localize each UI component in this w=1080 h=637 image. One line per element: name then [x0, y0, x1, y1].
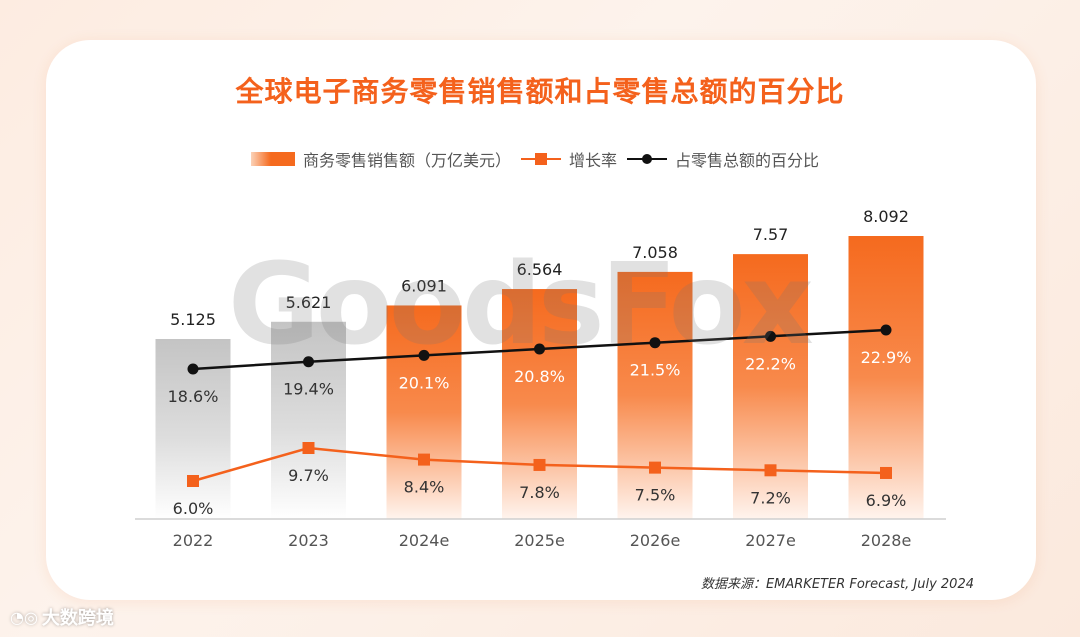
growth-label-2028e: 6.9% [866, 491, 907, 510]
legend-label-growth: 增长率 [568, 151, 617, 170]
bar-value-label-2027e: 7.57 [753, 225, 789, 244]
bar-value-label-2023: 5.621 [286, 293, 332, 312]
x-tick-label-2024e: 2024e [399, 531, 450, 550]
legend-item-growth: 增长率 [520, 147, 617, 171]
legend-bar-swatch-icon [250, 152, 295, 166]
x-tick-label-2023: 2023 [288, 531, 329, 550]
bar-value-label-2024e: 6.091 [401, 276, 447, 295]
share-point-2028e [880, 324, 892, 336]
x-tick-label-2028e: 2028e [861, 531, 912, 550]
share-point-2023 [303, 356, 314, 368]
growth-point-2022 [187, 475, 199, 487]
x-tick-label-2027e: 2027e [745, 531, 796, 550]
share-point-2026e [649, 337, 661, 349]
bar-value-label-2025e: 6.564 [517, 260, 563, 279]
share-label-2023: 19.4% [283, 380, 334, 399]
share-point-2024e [418, 349, 430, 361]
share-point-2022 [187, 363, 199, 375]
share-label-2025e: 20.8% [514, 367, 565, 386]
brand-watermark: ◔◎ 大数跨境 [10, 604, 114, 630]
growth-point-2025e [533, 458, 546, 471]
growth-point-2024e [418, 453, 430, 466]
chart-title: 全球电子商务零售销售额和占零售总额的百分比 [235, 75, 845, 108]
bar-2024e [386, 305, 462, 519]
legend-label-sales: 商务零售销售额（万亿美元） [302, 151, 511, 170]
bar-value-label-2026e: 7.058 [632, 243, 678, 262]
bar-2023 [271, 321, 346, 519]
share-point-2025e [534, 343, 545, 355]
share-label-2022: 18.6% [168, 387, 219, 406]
share-label-2027e: 22.2% [745, 354, 796, 373]
x-tick-label-2025e: 2025e [514, 531, 565, 550]
growth-label-2024e: 8.4% [404, 478, 445, 497]
growth-label-2026e: 7.5% [635, 486, 676, 505]
growth-point-2023 [302, 442, 315, 454]
growth-point-2027e [764, 464, 777, 477]
growth-label-2023: 9.7% [288, 466, 329, 485]
legend-dot-line-icon [627, 152, 667, 166]
bar-2027e [733, 254, 808, 519]
bar-value-label-2022: 5.125 [170, 310, 216, 329]
x-tick-label-2026e: 2026e [630, 531, 681, 550]
data-source-note: 数据来源：EMARKETER Forecast, July 2024 [700, 577, 974, 592]
bar-2026e [617, 271, 693, 519]
legend-square-line-icon [520, 152, 561, 166]
chart-legend: 商务零售销售额（万亿美元） 增长率 占零售总额的百分比 [0, 147, 1080, 171]
share-label-2028e: 22.9% [861, 348, 912, 367]
legend-label-share: 占零售总额的百分比 [675, 151, 820, 170]
share-point-2027e [765, 330, 776, 342]
x-tick-label-2022: 2022 [173, 531, 214, 550]
growth-label-2027e: 7.2% [750, 488, 791, 507]
growth-label-2022: 6.0% [173, 499, 214, 518]
growth-point-2026e [649, 461, 661, 474]
bar-value-label-2028e: 8.092 [863, 207, 909, 226]
brand-name: 大数跨境 [41, 608, 114, 629]
growth-label-2025e: 7.8% [519, 483, 560, 502]
share-label-2024e: 20.1% [399, 373, 450, 392]
big-data-logo-icon: ◔◎ [10, 607, 38, 627]
legend-item-sales: 商务零售销售额（万亿美元） [250, 147, 511, 171]
bar-2025e [502, 289, 577, 519]
legend-item-share: 占零售总额的百分比 [627, 147, 819, 171]
growth-point-2028e [880, 466, 892, 479]
share-label-2026e: 21.5% [630, 361, 681, 380]
